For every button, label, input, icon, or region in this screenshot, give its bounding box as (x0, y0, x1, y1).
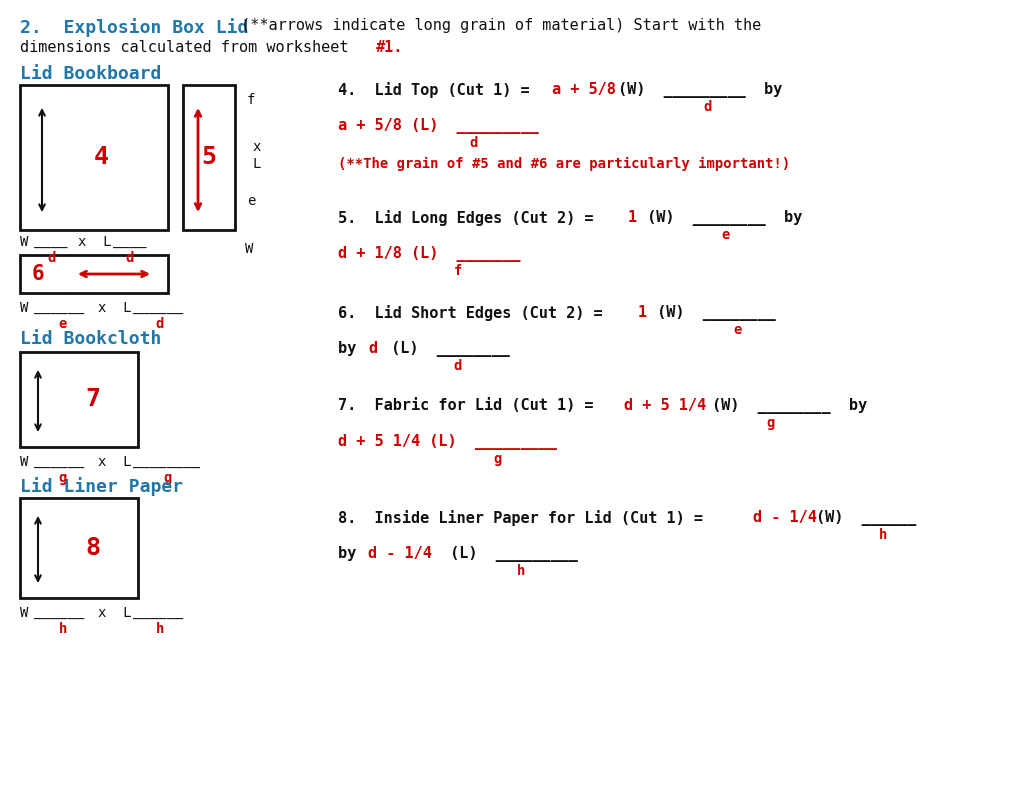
Text: d: d (368, 341, 377, 356)
Text: 6.  Lid Short Edges (Cut 2) =: 6. Lid Short Edges (Cut 2) = (338, 305, 611, 321)
Text: a + 5/8 (L)  _________: a + 5/8 (L) _________ (338, 118, 539, 134)
Text: x  L: x L (98, 301, 131, 315)
Text: d: d (470, 136, 478, 150)
Text: ______: ______ (34, 455, 84, 469)
Text: d: d (126, 251, 134, 265)
Text: (W)  _________  by: (W) _________ by (618, 82, 782, 98)
Text: 7: 7 (86, 388, 100, 411)
Text: a + 5/8: a + 5/8 (552, 82, 615, 97)
Text: d - 1/4: d - 1/4 (368, 546, 432, 561)
Text: (**arrows indicate long grain of material) Start with the: (**arrows indicate long grain of materia… (232, 18, 761, 33)
Text: 7.  Fabric for Lid (Cut 1) =: 7. Fabric for Lid (Cut 1) = (338, 398, 603, 413)
Text: dimensions calculated from worksheet: dimensions calculated from worksheet (20, 40, 357, 55)
Text: x  L: x L (98, 455, 131, 469)
Text: W: W (20, 606, 29, 620)
Text: d: d (156, 317, 164, 331)
Text: d - 1/4: d - 1/4 (753, 510, 817, 525)
Text: ______: ______ (133, 606, 183, 620)
Text: ____: ____ (34, 235, 68, 249)
Text: x  L: x L (98, 606, 131, 620)
Text: by: by (338, 341, 366, 356)
Text: d + 5 1/4 (L)  _________: d + 5 1/4 (L) _________ (338, 434, 557, 450)
Text: h: h (58, 622, 68, 636)
Text: 5.  Lid Long Edges (Cut 2) =: 5. Lid Long Edges (Cut 2) = (338, 210, 603, 226)
Text: 8.  Inside Liner Paper for Lid (Cut 1) =: 8. Inside Liner Paper for Lid (Cut 1) = (338, 510, 712, 526)
Text: (W)  ______: (W) ______ (816, 510, 916, 526)
Bar (20, 255, 168, 293)
Text: (W)  ________  by: (W) ________ by (712, 398, 867, 414)
Text: f: f (454, 264, 462, 278)
Text: by: by (338, 546, 366, 561)
Text: d: d (454, 359, 462, 373)
Text: g: g (494, 452, 502, 466)
Text: ______: ______ (34, 301, 84, 315)
Text: 1: 1 (628, 210, 637, 225)
Text: e: e (734, 323, 742, 337)
Text: f: f (247, 93, 255, 107)
Text: e: e (247, 194, 255, 208)
Text: ________: ________ (133, 455, 200, 469)
Text: W: W (20, 301, 29, 315)
Text: e: e (58, 317, 68, 331)
Text: W: W (20, 235, 29, 249)
Text: g: g (58, 471, 68, 485)
Text: 8: 8 (86, 536, 100, 560)
Bar (20, 498, 138, 598)
Text: (L)  _________: (L) _________ (441, 546, 578, 562)
Text: g: g (767, 416, 775, 430)
Text: e: e (722, 228, 730, 242)
Text: 5: 5 (202, 146, 216, 169)
Text: 1: 1 (638, 305, 647, 320)
Text: h: h (156, 622, 164, 636)
Text: x: x (252, 140, 260, 154)
Text: h: h (879, 528, 887, 542)
Text: ______: ______ (133, 301, 183, 315)
Text: W: W (20, 455, 29, 469)
Text: Lid Liner Paper: Lid Liner Paper (20, 477, 183, 496)
Text: d: d (48, 251, 56, 265)
Text: 4.  Lid Top (Cut 1) =: 4. Lid Top (Cut 1) = (338, 82, 539, 98)
Bar (183, 85, 234, 230)
Text: W: W (245, 242, 253, 256)
Text: (**The grain of #5 and #6 are particularly important!): (**The grain of #5 and #6 are particular… (338, 157, 791, 171)
Bar (20, 352, 138, 447)
Text: d + 1/8 (L)  _______: d + 1/8 (L) _______ (338, 246, 520, 262)
Text: (W)  ________: (W) ________ (648, 305, 776, 321)
Text: (W)  ________  by: (W) ________ by (638, 210, 802, 226)
Text: ____: ____ (113, 235, 146, 249)
Text: d + 5 1/4: d + 5 1/4 (624, 398, 707, 413)
Text: d: d (703, 100, 712, 114)
Text: x  L: x L (78, 235, 112, 249)
Bar (20, 85, 168, 230)
Text: h: h (517, 564, 525, 578)
Text: g: g (164, 471, 172, 485)
Text: Lid Bookcloth: Lid Bookcloth (20, 330, 162, 348)
Text: 2.  Explosion Box Lid: 2. Explosion Box Lid (20, 18, 249, 37)
Text: Lid Bookboard: Lid Bookboard (20, 65, 162, 83)
Text: L: L (252, 157, 260, 172)
Text: 4: 4 (94, 146, 109, 169)
Text: #1.: #1. (376, 40, 403, 55)
Text: 6: 6 (32, 264, 45, 284)
Text: ______: ______ (34, 606, 84, 620)
Text: (L)  ________: (L) ________ (382, 341, 510, 357)
